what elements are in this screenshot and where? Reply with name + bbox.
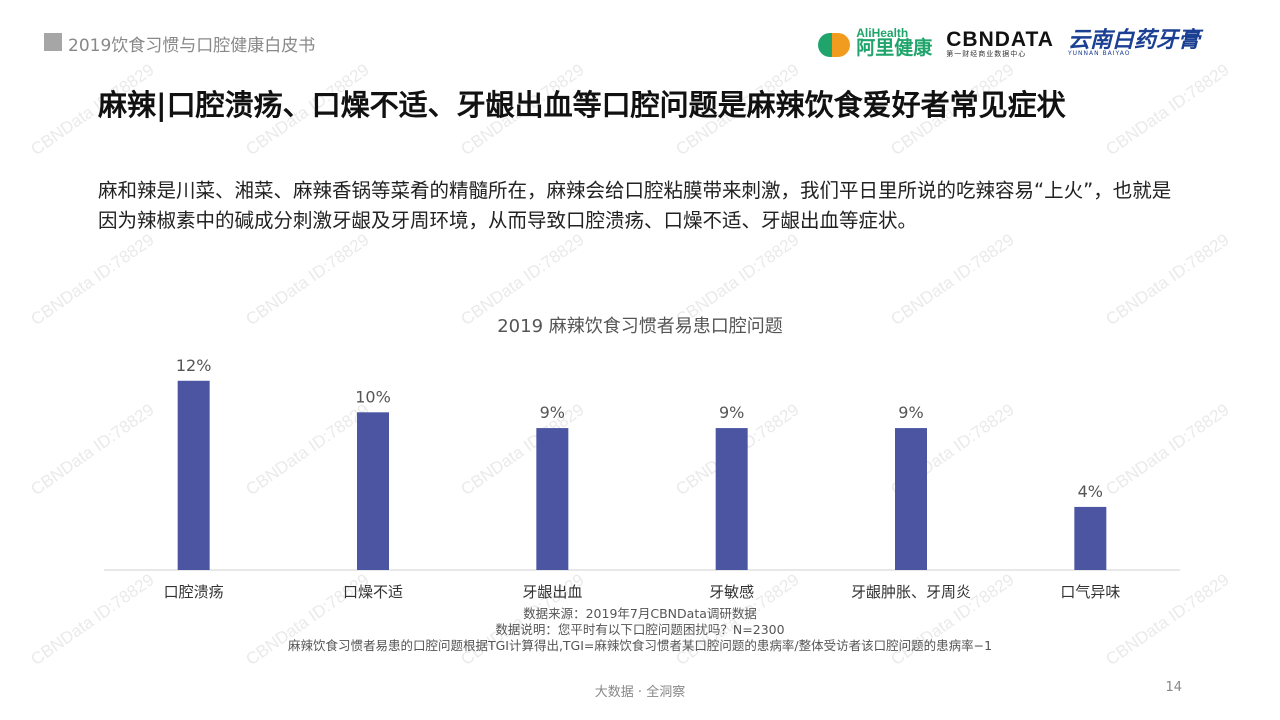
bar-4 [895,428,927,570]
bar-value-label: 10% [355,387,391,406]
alihealth-logo-en: AliHealth [856,25,909,40]
cbndata-logo-text: CBNDATA [946,27,1054,51]
bar-0 [177,380,210,570]
partner-logos: AliHealth 阿里健康 CBNDATA 第一财经商业数据中心 云南白药牙膏… [818,20,1200,66]
cbndata-logo: CBNDATA 第一财经商业数据中心 [946,28,1054,59]
bar-value-label: 12% [176,356,212,375]
page-title: 麻辣|口腔溃疡、口燥不适、牙龈出血等口腔问题是麻辣饮食爱好者常见症状 [98,88,1066,122]
bar-value-label: 9% [719,403,744,422]
report-title: 2019饮食习惯与口腔健康白皮书 [68,36,316,56]
header-square-icon [44,33,62,51]
bar-chart: 12% 口腔溃疡 10% 口燥不适 9% 牙龈出血 9% 牙敏感 9% 牙龈肿胀、牙周炎 4% 口气异… [104,356,1180,601]
bar-5 [1074,506,1107,570]
bar-value-label: 9% [540,403,565,422]
alihealth-logo: AliHealth 阿里健康 [818,27,932,60]
alihealth-logo-cn: 阿里健康 [856,37,933,60]
bar-3 [715,428,748,570]
yunnan-logo-cn: 云南白药牙膏 [1067,27,1200,53]
yunnan-logo-en: YUNNAN BAIYAO [1067,50,1131,57]
cbndata-logo-sub: 第一财经商业数据中心 [946,49,1027,58]
bar-1 [357,412,389,570]
page-number: 14 [1165,680,1182,695]
yunnan-baiyao-logo: 云南白药牙膏 YUNNAN BAIYAO [1068,29,1200,57]
chart-title: 2019 麻辣饮食习惯者易患口腔问题 [497,316,783,337]
bar-value-label: 9% [898,403,923,422]
bar-value-label: 4% [1078,482,1103,501]
chart-notes: 数据来源：2019年7月CBNData调研数据 数据说明：您平时有以下口腔问题困… [0,606,1280,654]
category-label: 牙龈肿胀、牙周炎 [851,583,971,601]
watermark-text: CBNData ID:78829 [1102,60,1233,160]
bar-2 [536,428,569,570]
data-explain-note: 数据说明：您平时有以下口腔问题困扰吗？N=2300 [495,622,785,637]
category-label: 口燥不适 [343,583,403,601]
data-source-note: 数据来源：2019年7月CBNData调研数据 [523,606,757,621]
category-label: 牙龈出血 [522,583,582,601]
footer-slogan: 大数据 · 全洞察 [594,685,686,700]
category-label: 口气异味 [1060,583,1120,601]
category-label: 口腔溃疡 [164,583,224,601]
category-label: 牙敏感 [709,583,754,601]
alihealth-mark-icon [818,27,851,59]
description-text: 麻和辣是川菜、湘菜、麻辣香锅等菜肴的精髓所在，麻辣会给口腔粘膜带来刺激，我们平日… [98,179,1172,232]
tgi-note: 麻辣饮食习惯者易患的口腔问题根据TGI计算得出,TGI=麻辣饮食习惯者某口腔问题… [287,638,993,653]
